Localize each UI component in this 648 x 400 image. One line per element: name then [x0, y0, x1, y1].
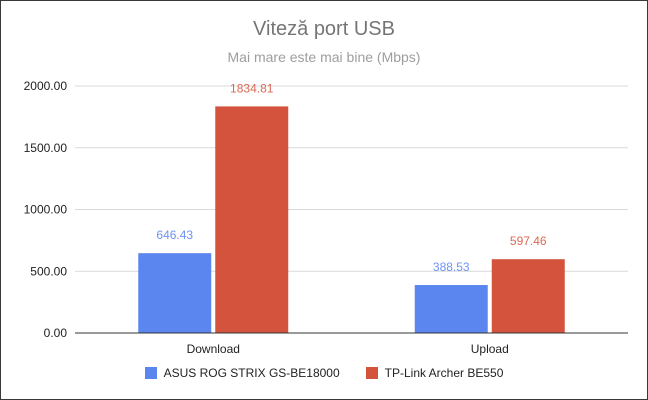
legend-swatch-tplink: [365, 367, 378, 379]
chart-subtitle: Mai mare este mai bine (Mbps): [227, 49, 421, 65]
data-label: 388.53: [433, 260, 470, 274]
y-tick-label: 0.00: [44, 326, 68, 340]
bar: [414, 285, 488, 333]
y-tick-label: 500.00: [30, 264, 67, 278]
y-tick-label: 2000.00: [24, 79, 68, 93]
data-label: 646.43: [156, 228, 193, 242]
legend-label-tplink: TP-Link Archer BE550: [384, 366, 504, 380]
bar: [138, 253, 212, 333]
x-tick-label: Upload: [471, 342, 509, 356]
y-tick-label: 1500.00: [24, 141, 68, 155]
data-label: 1834.81: [230, 81, 274, 95]
bar: [491, 259, 565, 333]
bar: [215, 106, 289, 333]
y-tick-label: 1000.00: [24, 203, 68, 217]
data-label: 597.46: [510, 234, 547, 248]
x-tick-label: Download: [187, 342, 240, 356]
legend-label-asus: ASUS ROG STRIX GS-BE18000: [163, 366, 340, 380]
legend-swatch-asus: [144, 367, 157, 379]
legend-item-tplink[interactable]: TP-Link Archer BE550: [365, 366, 504, 380]
legend-item-asus[interactable]: ASUS ROG STRIX GS-BE18000: [144, 366, 340, 380]
legend: ASUS ROG STRIX GS-BE18000 TP-Link Archer…: [0, 366, 648, 380]
chart-title: Viteză port USB: [253, 18, 395, 40]
